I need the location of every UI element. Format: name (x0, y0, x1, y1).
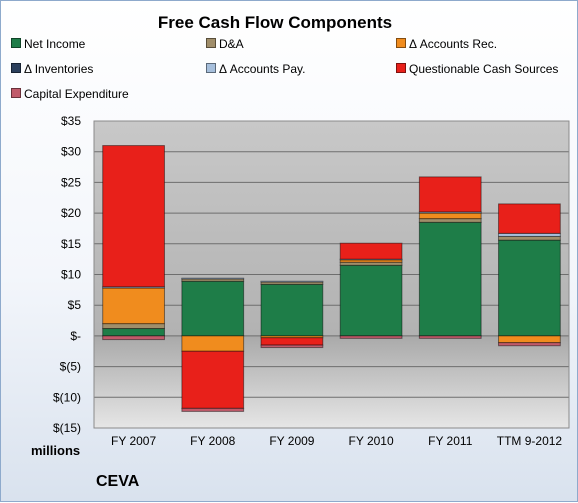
legend-swatch (396, 38, 406, 48)
y-tick-label: $20 (61, 206, 81, 220)
bar-segment (339, 242, 403, 260)
legend-label: Δ Accounts Rec. (409, 37, 498, 51)
bar-segment (260, 337, 324, 346)
bar-segment (102, 323, 165, 330)
legend-item: Capital Expenditure (11, 87, 129, 101)
bar-segment (418, 176, 482, 213)
bar-segment (181, 335, 245, 352)
y-tick-label: $30 (61, 145, 81, 159)
legend-label: Capital Expenditure (24, 87, 129, 101)
legend-item: Questionable Cash Sources (396, 62, 558, 76)
y-tick-label: $(10) (53, 390, 81, 404)
x-tick-label: FY 2010 (349, 434, 394, 448)
bar-segment (418, 212, 482, 220)
plot-border (93, 120, 570, 429)
legend-item: Δ Accounts Pay. (206, 62, 306, 76)
bar-segment (181, 277, 245, 280)
y-tick-label: $5 (68, 298, 82, 312)
plot-background-negative (94, 335, 569, 428)
legend-item: Net Income (11, 37, 85, 51)
legend-item: D&A (206, 37, 244, 51)
bar-segment (102, 287, 165, 325)
bar-segment (418, 218, 482, 223)
bar-segment (102, 328, 165, 337)
bar-segment (418, 335, 482, 339)
bar-segment (339, 264, 403, 337)
y-tick-label: $15 (61, 237, 81, 251)
legend-swatch (396, 63, 406, 73)
x-tick-label: FY 2011 (428, 434, 473, 448)
legend-swatch (11, 38, 21, 48)
x-tick-label: FY 2009 (269, 434, 314, 448)
y-tick-label: $(15) (53, 421, 81, 435)
bar-segment (498, 203, 561, 234)
y-tick-label: $(5) (60, 360, 81, 374)
x-tick-label: TTM 9-2012 (497, 434, 563, 448)
chart-title: Free Cash Flow Components (157, 13, 393, 32)
bar-segment (418, 221, 482, 337)
company-label: CEVA (96, 473, 140, 490)
bar-segment (181, 350, 245, 409)
legend-swatch (11, 63, 21, 73)
bar-segment (102, 145, 165, 288)
plot-background-positive (94, 121, 569, 336)
y-tick-label: $35 (61, 114, 81, 128)
bar-segment (498, 342, 561, 347)
y-tick-label: $25 (61, 175, 81, 189)
legend-swatch (206, 63, 216, 73)
x-tick-label: FY 2008 (190, 434, 235, 448)
bar-segment (339, 335, 403, 339)
bar-segment (498, 235, 561, 241)
bar-segment (181, 407, 245, 412)
legend-label: Δ Accounts Pay. (219, 62, 306, 76)
legend-swatch (206, 38, 216, 48)
unit-label: millions (31, 443, 81, 458)
legend-label: D&A (219, 37, 244, 51)
x-tick-label: FY 2007 (111, 434, 156, 448)
chart-legend: Net Income D&A Δ Accounts Rec. Δ Inventorie… (11, 37, 571, 107)
y-tick-label: $- (70, 329, 81, 343)
legend-label: Questionable Cash Sources (409, 62, 559, 76)
bar-segment (260, 283, 324, 337)
y-tick-label: $10 (61, 268, 81, 282)
legend-swatch (11, 88, 21, 98)
legend-item: Δ Accounts Rec. (396, 37, 497, 51)
bar-segment (260, 344, 324, 349)
bar-segment (181, 280, 245, 337)
legend-item: Δ Inventories (11, 62, 93, 76)
bar-segment (102, 335, 165, 341)
bar-segment (260, 280, 324, 283)
bar-segment (498, 239, 561, 337)
legend-label: Net Income (24, 37, 86, 51)
bar-segment (498, 335, 561, 344)
legend-label: Δ Inventories (24, 62, 94, 76)
